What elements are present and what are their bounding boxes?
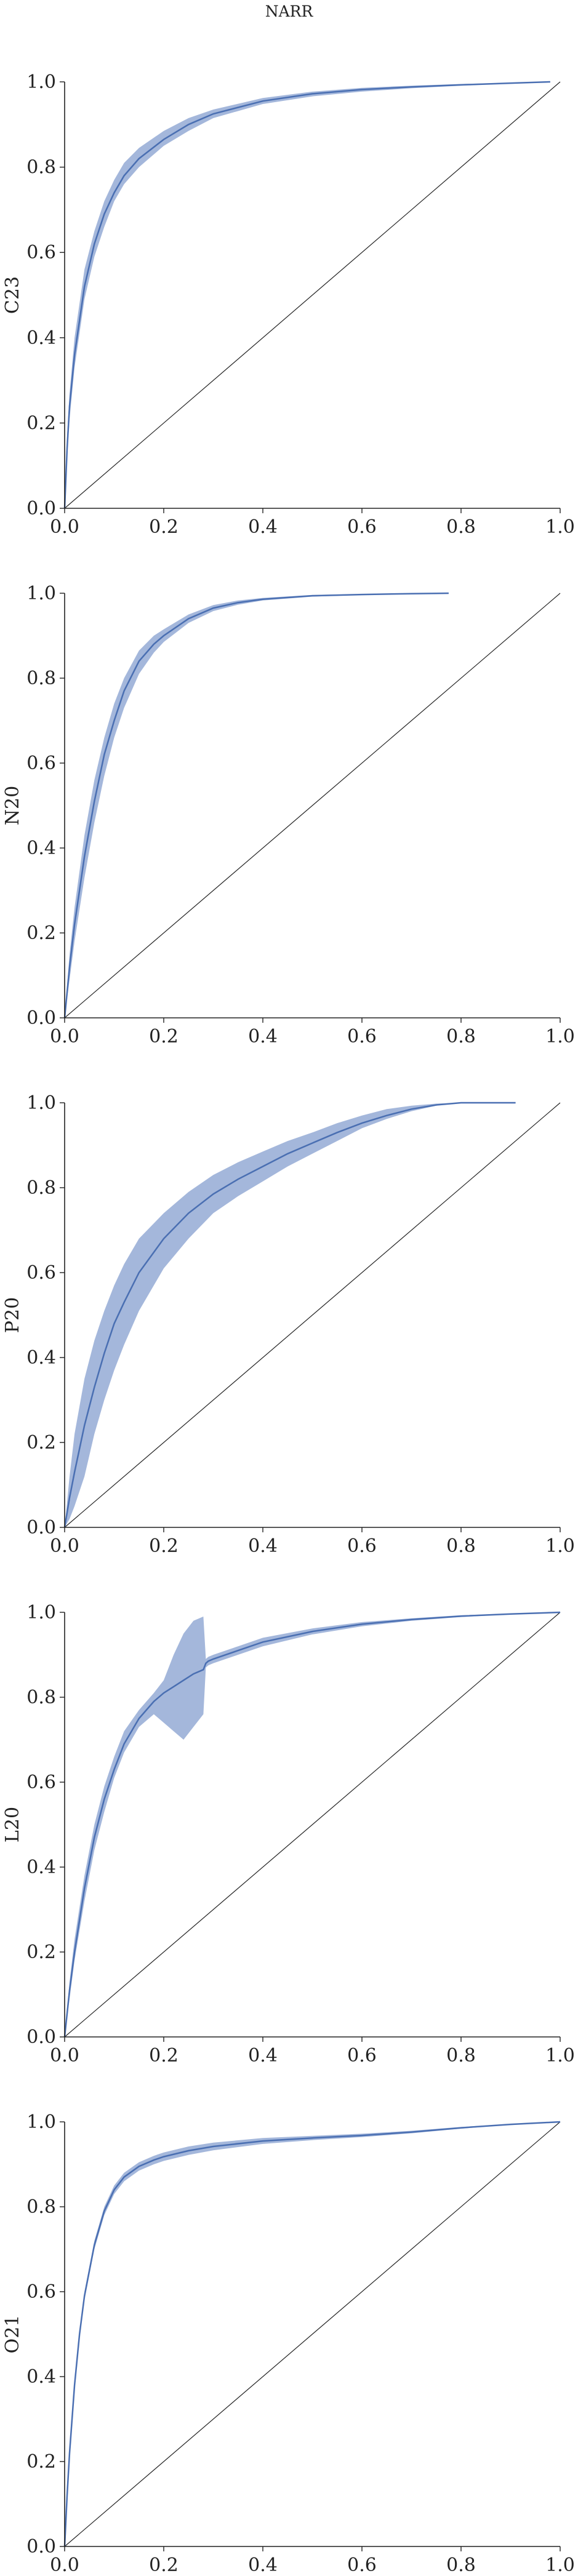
confidence-band	[65, 593, 449, 1018]
chart-panel-2: 0.0 0.2 0.4 0.6 0.8 1.0 0.0 0.2 0.4 0.6 0.8 1.0 N20	[2, 583, 575, 1047]
confidence-band	[65, 1612, 560, 2037]
y-tick-label: 0.2	[26, 412, 56, 434]
reference-line	[64, 81, 561, 509]
y-tick-label: 1.0	[26, 583, 56, 604]
y-tick-label: 0.6	[26, 1772, 56, 1793]
y-tick-label: 0.0	[26, 498, 56, 519]
x-tick-label: 1.0	[545, 2045, 575, 2066]
y-tick-label: 0.2	[26, 1942, 56, 1963]
x-tick-label: 0.0	[50, 1535, 79, 1557]
y-axis-label: L20	[2, 1807, 23, 1842]
x-tick-label: 0.0	[50, 516, 79, 538]
series-line	[63, 1611, 561, 2038]
x-tick-label: 0.8	[446, 2554, 476, 2576]
y-tick-label: 1.0	[26, 2111, 56, 2133]
reference-line	[64, 1612, 561, 2038]
y-tick-label: 1.0	[26, 71, 56, 93]
series-line	[63, 592, 449, 1018]
series-line	[63, 81, 550, 509]
x-tick-label: 0.2	[149, 516, 179, 538]
reference-line	[64, 593, 561, 1018]
y-tick-label: 0.6	[26, 242, 56, 263]
y-tick-label: 0.8	[26, 1177, 56, 1199]
y-tick-label: 0.8	[26, 2196, 56, 2218]
x-tick-label: 0.4	[248, 2554, 278, 2576]
x-tick-label: 1.0	[545, 516, 575, 538]
y-tick-label: 0.0	[26, 2536, 56, 2558]
x-tick-label: 0.2	[149, 2045, 179, 2066]
chart-panel-1: 0.0 0.2 0.4 0.6 0.8 1.0 0.0 0.2 0.4 0.6 0.8 1.0 C23	[2, 71, 575, 538]
series-line	[63, 2121, 561, 2547]
y-axis-label: N20	[2, 786, 23, 825]
chart-panel-3: 0.0 0.2 0.4 0.6 0.8 1.0 0.0 0.2 0.4 0.6 0.8 1.0 P20	[2, 1092, 575, 1557]
y-tick-label: 0.2	[26, 922, 56, 944]
x-tick-label: 1.0	[545, 2554, 575, 2576]
y-tick-label: 0.4	[26, 327, 56, 349]
x-tick-label: 0.8	[446, 2045, 476, 2066]
x-tick-label: 0.0	[50, 2045, 79, 2066]
x-tick-label: 0.8	[446, 1535, 476, 1557]
x-tick-label: 0.6	[347, 516, 377, 538]
x-tick-label: 1.0	[545, 1535, 575, 1557]
y-tick-label: 0.0	[26, 1517, 56, 1538]
y-tick-label: 0.8	[26, 668, 56, 689]
x-tick-label: 0.2	[149, 2554, 179, 2576]
y-tick-label: 0.4	[26, 1347, 56, 1369]
chart-panel-4: 0.0 0.2 0.4 0.6 0.8 1.0 0.0 0.2 0.4 0.6 0.8 1.0 L20	[2, 1602, 575, 2066]
figure-title: NARR	[265, 2, 313, 20]
reference-line	[64, 1102, 561, 1528]
x-tick-label: 0.4	[248, 1026, 278, 1047]
y-tick-label: 0.2	[26, 1432, 56, 1454]
x-tick-label: 0.4	[248, 516, 278, 538]
y-tick-label: 0.0	[26, 2026, 56, 2048]
y-axis-label: C23	[2, 276, 23, 314]
y-tick-label: 0.2	[26, 2451, 56, 2473]
y-axis-label: P20	[2, 1297, 23, 1333]
y-tick-label: 0.4	[26, 2366, 56, 2388]
y-tick-label: 0.4	[26, 838, 56, 859]
x-tick-label: 0.6	[347, 2045, 377, 2066]
y-tick-label: 0.6	[26, 753, 56, 774]
x-tick-label: 0.4	[248, 1535, 278, 1557]
x-tick-label: 0.2	[149, 1026, 179, 1047]
series-line	[63, 1102, 516, 1528]
x-tick-label: 0.0	[50, 2554, 79, 2576]
x-tick-label: 0.0	[50, 1026, 79, 1047]
y-tick-label: 0.6	[26, 1262, 56, 1284]
y-tick-label: 0.6	[26, 2281, 56, 2303]
x-tick-label: 0.8	[446, 516, 476, 538]
x-tick-label: 0.6	[347, 1535, 377, 1557]
x-tick-label: 0.6	[347, 2554, 377, 2576]
x-tick-label: 0.2	[149, 1535, 179, 1557]
confidence-band	[65, 1103, 516, 1527]
y-tick-label: 1.0	[26, 1092, 56, 1114]
x-tick-label: 0.4	[248, 2045, 278, 2066]
y-axis-label: O21	[2, 2315, 23, 2354]
chart-panel-5: 0.0 0.2 0.4 0.6 0.8 1.0 0.0 0.2 0.4 0.6 0.8 1.0 O21	[2, 2111, 575, 2576]
x-tick-label: 0.8	[446, 1026, 476, 1047]
y-tick-label: 0.4	[26, 1857, 56, 1878]
confidence-band	[65, 82, 550, 508]
y-tick-label: 0.0	[26, 1007, 56, 1029]
y-tick-label: 0.8	[26, 157, 56, 178]
y-tick-label: 0.8	[26, 1687, 56, 1708]
x-tick-label: 1.0	[545, 1026, 575, 1047]
y-tick-label: 1.0	[26, 1602, 56, 1623]
reference-line	[64, 2121, 561, 2547]
x-tick-label: 0.6	[347, 1026, 377, 1047]
